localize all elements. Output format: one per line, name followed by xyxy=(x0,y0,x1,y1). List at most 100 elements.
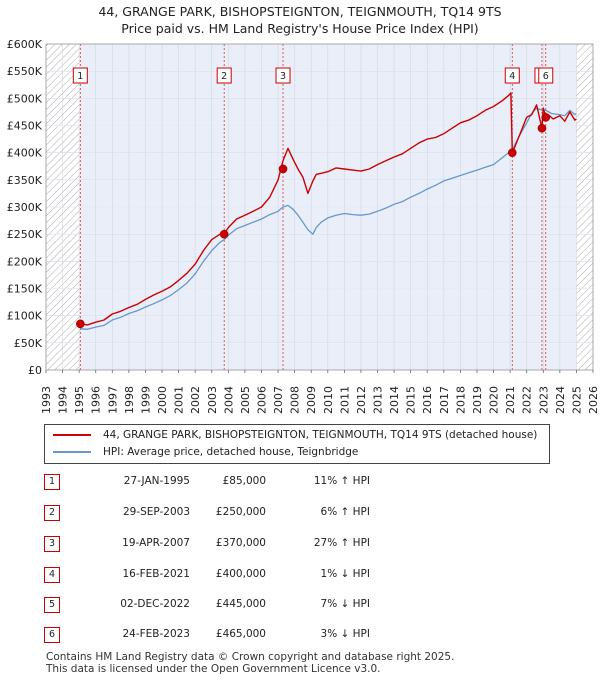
transaction-point xyxy=(278,164,288,174)
x-tick-label: 1997 xyxy=(106,386,119,414)
transaction-point xyxy=(541,113,551,122)
x-tick-label: 2025 xyxy=(570,386,583,414)
footer-license: This data is licensed under the Open Gov… xyxy=(46,663,381,675)
transaction-point xyxy=(507,148,517,157)
x-tick-label: 2018 xyxy=(454,386,467,414)
transaction-marker: 6 xyxy=(44,627,60,643)
x-tick-label: 2009 xyxy=(305,386,318,414)
table-row: 1 27-JAN-1995 £85,000 11% ↑ HPI xyxy=(0,474,600,494)
hpi-line xyxy=(80,107,577,330)
table-row: 6 24-FEB-2023 £465,000 3% ↓ HPI xyxy=(0,627,600,647)
x-tick-label: 1999 xyxy=(139,386,152,414)
transaction-point xyxy=(76,319,85,329)
y-tick-label: £350K xyxy=(7,174,43,187)
y-tick-label: £300K xyxy=(7,201,43,214)
transaction-marker: 1 xyxy=(44,474,60,490)
legend-item-hpi: HPI: Average price, detached house, Teig… xyxy=(53,446,358,458)
x-tick-label: 1998 xyxy=(123,386,136,414)
transaction-price: £465,000 xyxy=(215,628,266,640)
x-tick-label: 2016 xyxy=(421,386,434,414)
x-tick-label: 2006 xyxy=(255,386,268,414)
y-tick-label: £150K xyxy=(7,283,43,296)
transaction-date: 29-SEP-2003 xyxy=(122,506,190,518)
transaction-label-box xyxy=(275,67,291,84)
transaction-hpi: 3% ↓ HPI xyxy=(320,628,370,640)
chart-title-line1: 44, GRANGE PARK, BISHOPSTEIGNTON, TEIGNM… xyxy=(98,4,502,19)
legend-label-property: 44, GRANGE PARK, BISHOPSTEIGNTON, TEIGNM… xyxy=(103,429,538,441)
table-row: 2 29-SEP-2003 £250,000 6% ↑ HPI xyxy=(0,505,600,525)
x-tick-label: 2021 xyxy=(504,386,517,414)
property-price-line xyxy=(80,92,577,326)
transaction-label: 6 xyxy=(543,71,549,82)
y-tick-label: £100K xyxy=(7,310,43,323)
transaction-point xyxy=(219,229,229,239)
transaction-label-box xyxy=(538,67,554,84)
x-tick-label: 2011 xyxy=(338,386,351,414)
legend-item-property: 44, GRANGE PARK, BISHOPSTEIGNTON, TEIGNM… xyxy=(53,429,537,441)
y-tick-label: £250K xyxy=(7,228,43,241)
x-tick-label: 2008 xyxy=(289,386,302,414)
transaction-date: 27-JAN-1995 xyxy=(123,475,190,487)
plot-frame xyxy=(45,43,594,371)
y-tick-label: £550K xyxy=(7,65,43,78)
transaction-marker: 5 xyxy=(44,597,60,613)
x-tick-label: 1996 xyxy=(90,386,103,414)
transaction-point xyxy=(537,123,547,133)
x-tick-label: 2003 xyxy=(206,386,219,414)
x-tick-label: 2012 xyxy=(355,386,368,414)
transaction-label: 3 xyxy=(280,71,286,82)
x-tick-label: 2004 xyxy=(222,386,235,414)
transaction-price: £370,000 xyxy=(215,537,266,549)
x-tick-label: 2000 xyxy=(156,386,169,414)
x-tick-label: 1994 xyxy=(57,386,70,414)
price-chart: 123456 £0£50K£100K£150K£200K£250K£300K£3… xyxy=(7,38,600,414)
transaction-hpi: 11% ↑ HPI xyxy=(313,475,370,487)
y-tick-label: £600K xyxy=(7,38,43,51)
chart-title-line2: Price paid vs. HM Land Registry's House … xyxy=(121,21,479,36)
x-tick-label: 2024 xyxy=(554,386,567,414)
transaction-date: 16-FEB-2021 xyxy=(122,568,190,580)
y-tick-label: £500K xyxy=(7,92,43,105)
footer-copyright: Contains HM Land Registry data © Crown c… xyxy=(46,651,455,663)
transaction-price: £85,000 xyxy=(222,475,266,487)
table-row: 3 19-APR-2007 £370,000 27% ↑ HPI xyxy=(0,536,600,556)
x-tick-label: 2005 xyxy=(239,386,252,414)
x-tick-label: 2010 xyxy=(322,386,335,414)
x-tick-label: 2026 xyxy=(587,386,600,414)
transaction-label-box xyxy=(72,67,88,84)
x-tick-label: 1995 xyxy=(73,386,86,414)
x-tick-label: 2001 xyxy=(173,386,186,414)
transaction-marker: 2 xyxy=(44,505,60,521)
x-tick-label: 2002 xyxy=(189,386,202,414)
x-tick-label: 2022 xyxy=(521,386,534,414)
y-tick-label: £450K xyxy=(7,120,43,133)
transaction-hpi: 27% ↑ HPI xyxy=(313,537,370,549)
table-row: 4 16-FEB-2021 £400,000 1% ↓ HPI xyxy=(0,567,600,587)
legend-swatch-blue xyxy=(53,451,91,453)
x-tick-label: 2013 xyxy=(372,386,385,414)
legend: 44, GRANGE PARK, BISHOPSTEIGNTON, TEIGNM… xyxy=(44,424,550,464)
y-tick-label: £50K xyxy=(14,337,43,350)
transaction-price: £445,000 xyxy=(215,598,266,610)
transaction-price: £250,000 xyxy=(215,506,266,518)
x-tick-label: 1993 xyxy=(40,386,53,414)
transaction-marker: 3 xyxy=(44,536,60,552)
transaction-hpi: 1% ↓ HPI xyxy=(320,568,370,580)
table-row: 5 02-DEC-2022 £445,000 7% ↓ HPI xyxy=(0,597,600,617)
transaction-date: 24-FEB-2023 xyxy=(122,628,190,640)
transaction-marker: 4 xyxy=(44,567,60,583)
x-tick-label: 2017 xyxy=(438,386,451,414)
transaction-label-box xyxy=(216,67,232,84)
transaction-label: 1 xyxy=(77,71,83,82)
x-tick-label: 2015 xyxy=(405,386,418,414)
y-tick-label: £400K xyxy=(7,147,43,160)
transaction-hpi: 7% ↓ HPI xyxy=(320,598,370,610)
x-tick-label: 2019 xyxy=(471,386,484,414)
x-tick-label: 2007 xyxy=(272,386,285,414)
transaction-label: 2 xyxy=(221,71,227,82)
legend-label-hpi: HPI: Average price, detached house, Teig… xyxy=(103,446,359,458)
y-tick-label: £0 xyxy=(28,364,42,377)
x-tick-label: 2023 xyxy=(537,386,550,414)
transaction-label-box xyxy=(504,67,520,84)
transaction-date: 19-APR-2007 xyxy=(122,537,190,549)
